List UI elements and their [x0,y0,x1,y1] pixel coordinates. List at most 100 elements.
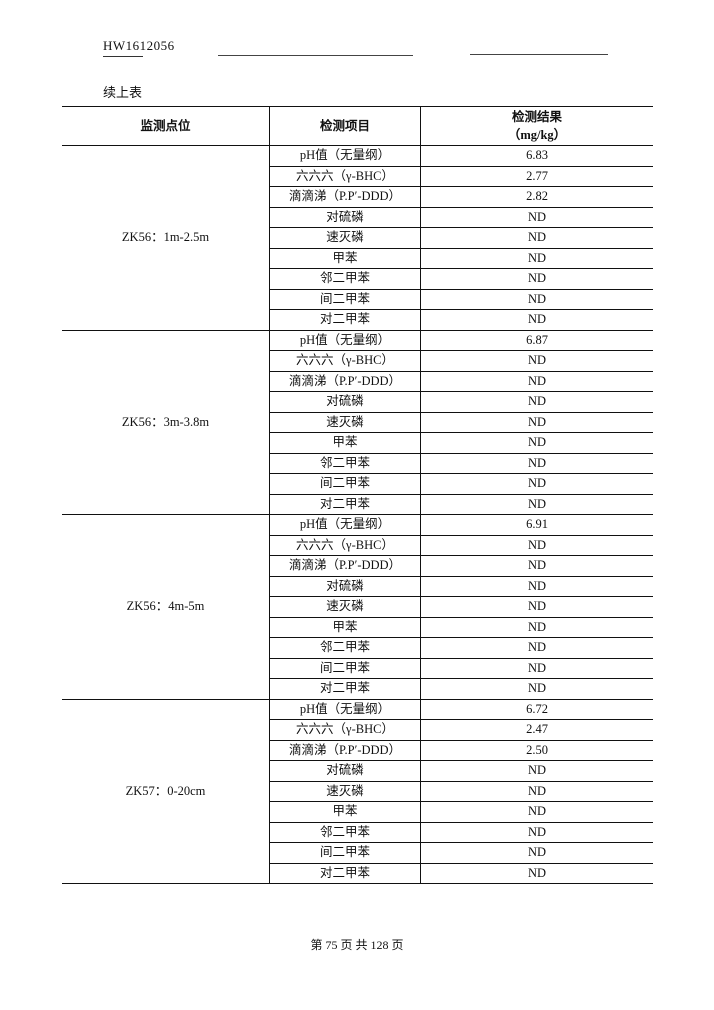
divider [103,56,143,57]
result-cell: ND [420,780,653,802]
item-cell: 六六六（γ-BHC） [269,719,421,741]
table-row: 间二甲苯 ND [62,288,653,310]
item-cell: 对二甲苯 [269,493,421,515]
table-row: 邻二甲苯 ND [62,452,653,474]
result-cell: 2.50 [420,739,653,761]
document-id: HW1612056 [103,38,175,53]
result-unit: （mg/kg） [507,128,567,142]
item-cell: 六六六（γ-BHC） [269,165,421,187]
table-row: ZK57：0-20cm pH值（无量纲） 6.72 [62,698,653,884]
result-cell: ND [420,596,653,618]
item-cell: 邻二甲苯 [269,637,421,659]
item-cell: 滴滴涕（P.P′-DDD） [269,739,421,761]
table-row: 甲苯 ND [62,247,653,269]
item-cell: 对二甲苯 [269,678,421,700]
result-cell: ND [420,534,653,556]
result-cell: ND [420,350,653,372]
table-row: 间二甲苯 ND [62,473,653,495]
result-cell: 6.83 [420,145,653,167]
item-cell: 滴滴涕（P.P′-DDD） [269,555,421,577]
result-cell: ND [420,206,653,228]
item-cell: 间二甲苯 [269,842,421,864]
result-cell: ND [420,760,653,782]
item-cell: pH值（无量纲） [269,145,421,167]
result-cell: ND [420,555,653,577]
table-row: 速灭磷 ND [62,596,653,618]
result-cell: 2.82 [420,186,653,208]
result-cell: 2.47 [420,719,653,741]
result-cell: ND [420,309,653,331]
item-cell: 速灭磷 [269,596,421,618]
result-cell: 6.91 [420,514,653,536]
result-cell: ND [420,288,653,310]
page-number: 第 75 页 共 128 页 [310,938,404,952]
column-header-site: 监测点位 [62,106,270,146]
item-cell: 速灭磷 [269,411,421,433]
result-cell: ND [420,575,653,597]
table-row: 速灭磷 ND [62,780,653,802]
result-cell: ND [420,473,653,495]
item-cell: 对硫磷 [269,206,421,228]
item-cell: pH值（无量纲） [269,698,421,720]
result-title: 检测结果 [511,110,562,124]
table-row: 邻二甲苯 ND [62,637,653,659]
result-cell: ND [420,842,653,864]
table-row: 对二甲苯 ND [62,862,653,884]
table-row: ZK56：4m-5m pH值（无量纲） 6.91 [62,514,653,700]
table-row: 对二甲苯 ND [62,493,653,515]
divider [218,55,413,56]
result-cell: ND [420,247,653,269]
result-cell: 6.72 [420,698,653,720]
item-cell: 对硫磷 [269,391,421,413]
item-cell: 甲苯 [269,616,421,638]
item-cell: 六六六（γ-BHC） [269,534,421,556]
item-cell: 邻二甲苯 [269,268,421,290]
table-row: 滴滴涕（P.P′-DDD） 2.50 [62,739,653,761]
result-cell: ND [420,411,653,433]
item-cell: 对硫磷 [269,760,421,782]
item-cell: 六六六（γ-BHC） [269,350,421,372]
table-row: 滴滴涕（P.P′-DDD） ND [62,555,653,577]
site-cell: ZK56：1m-2.5m [62,145,270,331]
table-row: 邻二甲苯 ND [62,268,653,290]
table-row: 六六六（γ-BHC） 2.77 [62,165,653,187]
result-cell: ND [420,678,653,700]
item-cell: 速灭磷 [269,227,421,249]
item-cell: 邻二甲苯 [269,452,421,474]
result-cell: ND [420,616,653,638]
result-cell: ND [420,391,653,413]
table-row: 对硫磷 ND [62,760,653,782]
result-cell: ND [420,268,653,290]
result-cell: 2.77 [420,165,653,187]
result-cell: ND [420,657,653,679]
item-cell: 速灭磷 [269,780,421,802]
divider [470,54,608,55]
continued-label: 续上表 [103,85,143,100]
item-cell: pH值（无量纲） [269,514,421,536]
item-cell: 滴滴涕（P.P′-DDD） [269,186,421,208]
site-cell: ZK57：0-20cm [62,698,270,884]
result-cell: ND [420,821,653,843]
item-cell: 滴滴涕（P.P′-DDD） [269,370,421,392]
item-cell: 甲苯 [269,432,421,454]
result-cell: ND [420,452,653,474]
table-row: 速灭磷 ND [62,227,653,249]
item-cell: 间二甲苯 [269,657,421,679]
table-row: 对二甲苯 ND [62,678,653,700]
result-cell: ND [420,370,653,392]
site-cell: ZK56：4m-5m [62,514,270,700]
site-cell: ZK56：3m-3.8m [62,329,270,515]
result-cell: ND [420,862,653,884]
result-cell: ND [420,493,653,515]
item-cell: 对二甲苯 [269,862,421,884]
item-cell: 间二甲苯 [269,288,421,310]
result-cell: ND [420,227,653,249]
item-cell: 邻二甲苯 [269,821,421,843]
item-cell: 间二甲苯 [269,473,421,495]
result-cell: 6.87 [420,329,653,351]
item-cell: 甲苯 [269,247,421,269]
column-header-item: 检测项目 [269,106,421,146]
table-row: 六六六（γ-BHC） 2.47 [62,719,653,741]
item-cell: 甲苯 [269,801,421,823]
